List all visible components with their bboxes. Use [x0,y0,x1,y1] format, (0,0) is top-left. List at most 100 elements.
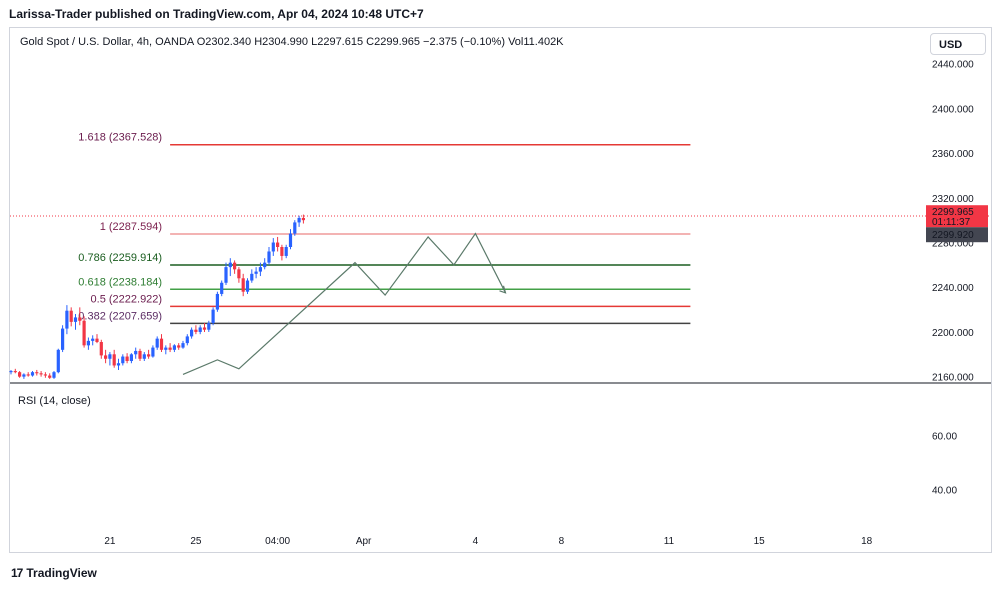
fibonacci-retracement: 1.618 (2367.528) 1 (2287.594) 0.786 (2259.… [78,132,691,325]
candle-body [151,347,155,357]
fib-level-label: 0.618 (2238.184) [78,276,162,288]
candle-body [116,363,121,366]
candle-body [228,262,232,268]
candle-body [181,343,185,348]
candle-body [263,262,267,268]
candle-body [112,354,116,366]
volume-value: Vol11.402K [508,36,564,48]
candle-body [237,269,241,279]
candle-body [284,247,288,256]
price-tick-label: 2200.000 [932,328,974,339]
price-tag-2 [926,227,988,243]
candle-body [211,309,215,323]
candle-body [82,320,86,346]
time-tick-label: 8 [559,536,565,547]
candle-body [194,329,198,332]
price-axis: 2440.000 2400.000 2360.000 2320.000 2280.000… [926,60,988,384]
candle-body [129,354,133,361]
fib-level-label: 1.618 (2367.528) [78,132,162,144]
time-tick-label: 18 [861,536,873,547]
low-value: L2297.615 [311,36,364,48]
candle-body [207,323,211,330]
candle-body [125,356,129,361]
candle-body [155,338,159,348]
fib-level-label: 0.5 (2222.922) [91,293,163,305]
rsi-tick-label: 40.00 [932,486,957,497]
candle-body [142,354,146,359]
candle-body [202,327,207,330]
candle-body [185,336,189,344]
rsi-pane: 60.00 40.00 [932,432,957,497]
time-tick-label: 15 [754,536,766,547]
fib-level-label: 1 (2287.594) [100,221,162,233]
zigzag-projection [182,232,507,375]
price-tick-label: 2360.000 [932,149,974,160]
symbol-legend: Gold Spot / U.S. Dollar, 4h, OANDA O2302… [20,36,564,48]
time-tick-label: 4 [473,536,479,547]
price-tick-label: 2320.000 [932,194,974,205]
candle-body [271,242,275,252]
currency-button[interactable]: USD [930,33,986,55]
close-value: C2299.965 [366,36,420,48]
candle-body [276,242,280,247]
price-tick-label: 2160.000 [932,373,974,384]
fib-level-label: 0.786 (2259.914) [78,252,162,264]
candle-body [220,282,224,294]
price-tick-label: 2400.000 [932,104,974,115]
time-tick-label: 04:00 [265,536,290,547]
candle-body [138,350,142,359]
candle-body [215,293,219,310]
candle-body [18,372,22,377]
candle-body [30,372,35,376]
candle-body [26,374,30,376]
candle-body [35,372,39,374]
candle-body [198,327,202,332]
candle-body [297,217,301,223]
candle-body [134,350,138,355]
candle-body [280,247,284,256]
rsi-legend[interactable]: RSI (14, close) [18,395,91,407]
candle-body [254,271,258,274]
candle-body [172,345,176,350]
price-tick-label: 2440.000 [932,60,974,71]
candle-body [108,354,112,359]
candle-body [22,374,26,377]
time-tick-label: 11 [664,536,675,547]
candle-body [164,347,168,350]
candle-body [13,371,17,373]
time-tick-label: 25 [190,536,202,547]
candle-body [258,267,262,272]
candle-body [293,222,297,234]
candles-layer [9,214,305,379]
candle-body [56,349,60,373]
candle-body [95,338,99,342]
candle-body [224,267,228,283]
candle-body [65,310,69,329]
candle-body [52,372,56,378]
zigzag-path [182,232,507,375]
candle-body [61,328,65,350]
candle-body [78,317,82,321]
countdown-label: 01:11:37 [932,217,971,228]
time-tick-label: Apr [356,536,372,547]
price-tick-label: 2240.000 [932,283,974,294]
candle-body [245,280,250,292]
price-tag-2-label: 2299.920 [932,230,974,241]
candle-body [104,355,108,359]
rsi-tick-label: 60.00 [932,432,957,443]
publisher-line: Larissa-Trader published on TradingView.… [9,7,424,21]
candle-body [241,278,245,292]
candle-body [91,338,95,341]
candle-body [99,342,103,356]
current-price-label: 2299.965 [932,207,974,218]
candle-body [86,340,90,346]
current-price-tag [926,205,988,228]
time-tick-label: 21 [104,536,116,547]
fib-level-label: 0.382 (2207.659) [78,310,162,322]
tradingview-brand[interactable]: 17 TradingView [11,566,97,580]
candle-body [250,273,254,281]
candle-body [288,233,293,247]
candle-body [301,217,305,221]
symbol-name[interactable]: Gold Spot / U.S. Dollar, 4h, OANDA [20,36,194,48]
